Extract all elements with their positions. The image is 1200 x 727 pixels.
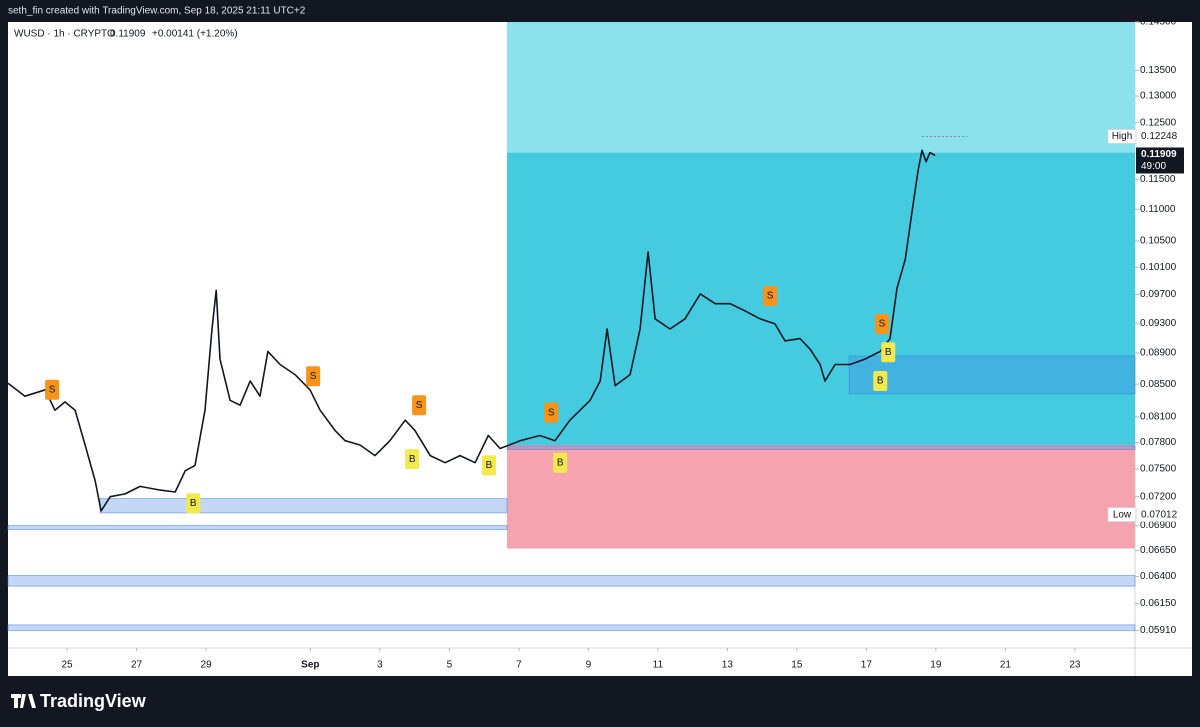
low-value-bg [1137, 507, 1183, 522]
y-tick-label: 0.07800 [1140, 437, 1177, 448]
y-tick-label: 0.06150 [1140, 598, 1177, 609]
x-tick-label: 3 [377, 660, 383, 671]
y-tick-label: 0.11500 [1140, 174, 1176, 185]
signal-label: B [557, 457, 564, 468]
y-tick-label: 0.11000 [1140, 204, 1176, 215]
y-tick-label: 0.09300 [1140, 318, 1177, 329]
y-tick-label: 0.09700 [1140, 289, 1177, 300]
x-tick-label: 11 [653, 660, 664, 671]
x-tick-label: 13 [722, 660, 734, 671]
zone [99, 498, 508, 514]
sell-signal [544, 402, 559, 423]
y-tick-label: 0.05910 [1140, 625, 1177, 636]
signal-label: S [416, 400, 423, 411]
y-tick-label: 0.07500 [1140, 464, 1177, 475]
last-price: 0.11909 [1141, 149, 1177, 160]
symbol-title: WUSD · 1h · CRYPTO [14, 29, 115, 40]
buy-signal [873, 370, 888, 391]
last-price-tag [1136, 147, 1184, 174]
y-tick-label: 0.06400 [1140, 571, 1177, 582]
y-tick-label: 0.07200 [1140, 491, 1177, 502]
sell-signal [875, 313, 890, 334]
low-value: 0.07012 [1141, 509, 1178, 520]
x-tick-label: 7 [516, 660, 522, 671]
y-tick-label: 0.06650 [1140, 545, 1177, 556]
y-tick-label: 0.08100 [1140, 411, 1177, 422]
y-tick-label: 0.08500 [1140, 379, 1177, 390]
signal-label: S [310, 371, 317, 382]
buy-signal [405, 449, 420, 470]
brand-logo [11, 694, 36, 708]
low-tag [1107, 507, 1137, 523]
y-tick-label: 0.13000 [1140, 91, 1177, 102]
header-credit: seth_fin created with TradingView.com, S… [8, 6, 306, 17]
signal-label: B [885, 347, 892, 358]
x-tick-label: 21 [1000, 660, 1012, 671]
sell-signal [306, 366, 321, 387]
zone [506, 445, 1136, 450]
signal-label: S [49, 384, 56, 395]
y-tick-label: 0.14500 [1140, 17, 1177, 28]
profit-zone [507, 152, 1135, 446]
brand-name: TradingView [40, 691, 147, 711]
zone [848, 355, 1136, 395]
y-tick-label: 0.10100 [1140, 262, 1177, 273]
x-tick-label: 15 [791, 660, 803, 671]
x-tick-label: 19 [930, 660, 942, 671]
x-tick-label: Sep [301, 660, 319, 671]
x-tick-label: 27 [131, 660, 143, 671]
sell-signal [412, 395, 427, 416]
sell-signal [763, 285, 778, 306]
y-tick-label: 0.10500 [1140, 236, 1177, 247]
zone [7, 624, 1136, 632]
x-tick-label: 9 [586, 660, 592, 671]
high-label: High [1112, 131, 1133, 142]
target-extension [507, 22, 1135, 153]
signal-label: B [877, 376, 884, 387]
zone [7, 525, 508, 530]
buy-signal [881, 342, 896, 363]
stop-zone [507, 445, 1135, 549]
x-tick-label: 25 [62, 660, 74, 671]
high-value-bg [1137, 129, 1183, 144]
y-tick-label: 0.08900 [1140, 348, 1177, 359]
signal-label: B [190, 498, 197, 509]
legend-price: 0.11909 [110, 29, 146, 40]
signal-label: S [879, 319, 886, 330]
buy-signal [553, 452, 568, 473]
legend-change: +0.00141 (+1.20%) [152, 29, 238, 40]
x-tick-label: 5 [447, 660, 453, 671]
signal-label: B [409, 454, 416, 465]
x-tick-label: 23 [1069, 660, 1081, 671]
high-value: 0.12248 [1141, 131, 1178, 142]
sell-signal [45, 379, 60, 400]
y-tick-label: 0.12500 [1140, 117, 1177, 128]
buy-signal [481, 455, 496, 476]
low-label: Low [1113, 509, 1132, 520]
price-line [7, 149, 936, 512]
signal-label: S [767, 291, 774, 302]
y-tick-label: 0.13500 [1140, 65, 1177, 76]
zone [7, 574, 1136, 587]
high-tag [1107, 128, 1137, 144]
buy-signal [186, 493, 201, 514]
x-tick-label: 17 [861, 660, 873, 671]
y-tick-label: 0.06900 [1140, 520, 1177, 531]
signal-label: B [486, 460, 493, 471]
x-tick-label: 29 [201, 660, 213, 671]
countdown: 49:00 [1141, 161, 1166, 172]
signal-label: S [548, 407, 555, 418]
